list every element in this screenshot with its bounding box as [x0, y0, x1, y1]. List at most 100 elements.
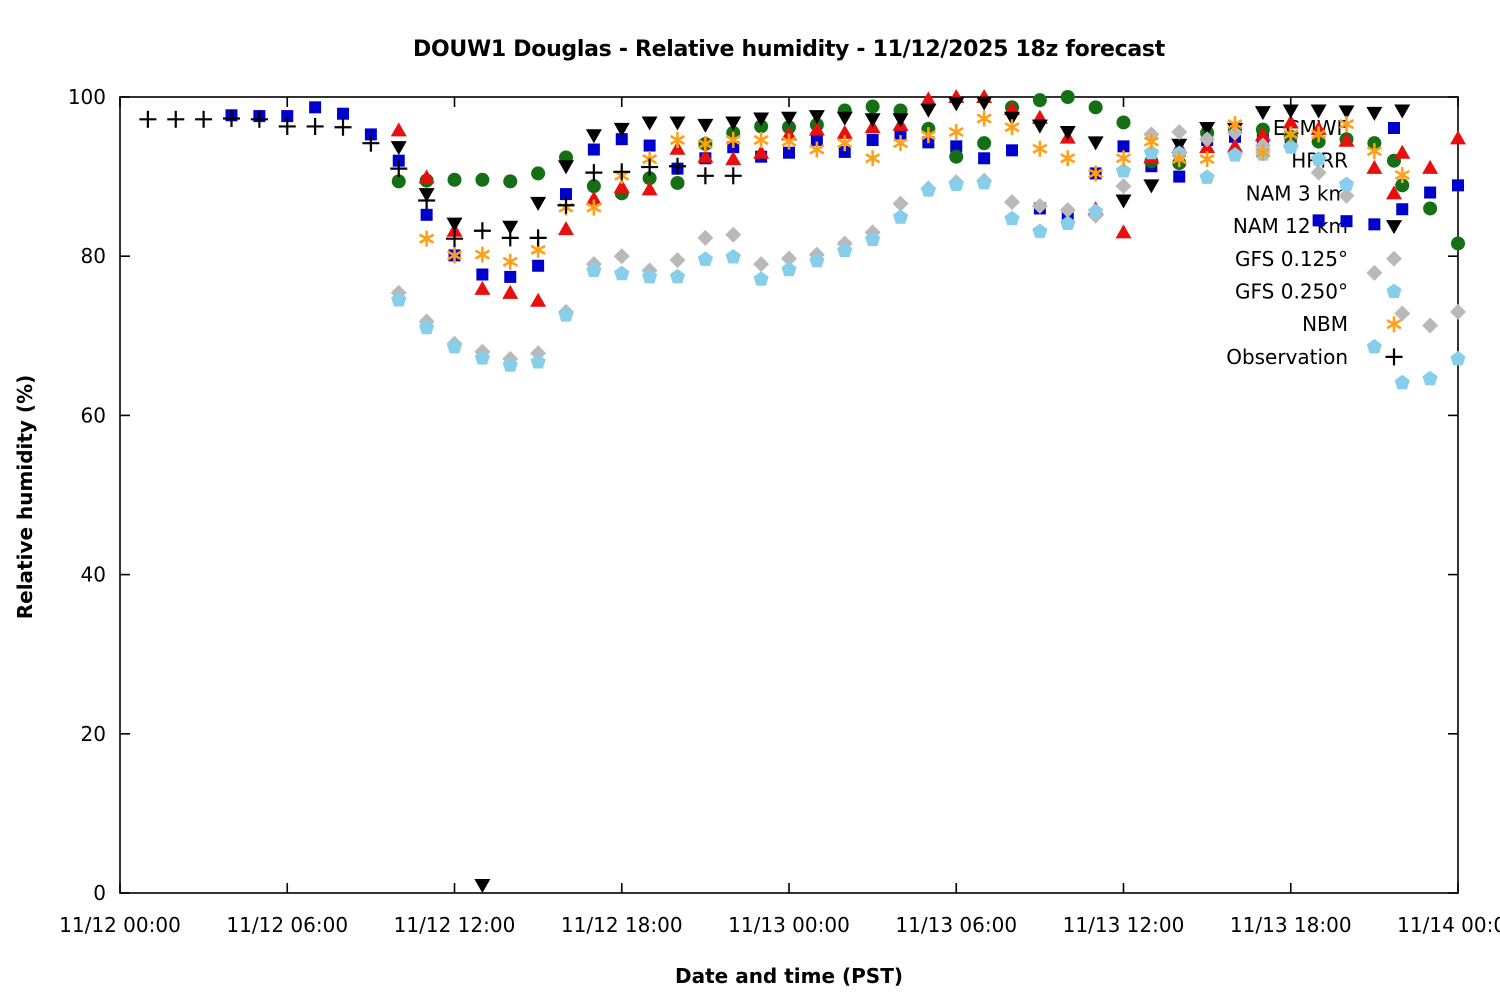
- point-nam-12-km: [697, 118, 714, 133]
- point-gfs-0-125: [1227, 124, 1243, 141]
- point-nam-3-km: [1394, 144, 1411, 159]
- point-ecmwf: [810, 133, 823, 146]
- point-nam-12-km: [390, 141, 407, 156]
- point-nbm: [1060, 153, 1076, 164]
- point-nam-12-km: [474, 879, 491, 894]
- point-nbm: [865, 153, 881, 164]
- point-nam-12-km: [1394, 104, 1411, 119]
- point-nam-12-km: [613, 122, 630, 137]
- x-tick-label: 11/13 00:00: [728, 913, 850, 937]
- point-ecmwf: [532, 259, 545, 272]
- legend-item-hrrr: HRRR: [1291, 149, 1401, 173]
- point-hrrr: [391, 174, 406, 189]
- point-gfs-0-125: [1310, 164, 1327, 181]
- x-tick-label: 11/12 12:00: [394, 913, 516, 937]
- point-gfs-0-250: [1060, 215, 1076, 230]
- point-nam-12-km: [1059, 126, 1076, 141]
- series-observation: [139, 109, 742, 248]
- point-nbm: [1199, 153, 1215, 165]
- y-tick-label: 100: [68, 85, 106, 109]
- point-ecmwf: [337, 107, 349, 120]
- point-nbm: [419, 233, 435, 244]
- point-hrrr: [586, 179, 601, 194]
- point-gfs-0-250: [1227, 147, 1243, 162]
- x-tick-label: 11/13 18:00: [1230, 913, 1352, 937]
- point-ecmwf: [1006, 144, 1018, 157]
- point-nam-3-km: [1450, 130, 1466, 145]
- point-nam-12-km: [1115, 194, 1132, 209]
- point-nbm: [1311, 129, 1327, 140]
- point-nam-12-km: [1004, 111, 1020, 126]
- point-gfs-0-250: [669, 268, 686, 284]
- point-nbm: [446, 250, 463, 261]
- point-nbm: [1366, 146, 1382, 157]
- point-gfs-0-250: [781, 261, 797, 277]
- legend-item-observation: Observation: [1226, 345, 1403, 369]
- point-gfs-0-250: [753, 271, 769, 286]
- point-nam-3-km: [920, 91, 937, 106]
- point-gfs-0-250: [1338, 176, 1355, 191]
- chart-title: DOUW1 Douglas - Relative humidity - 11/1…: [413, 37, 1166, 62]
- point-hrrr: [531, 166, 546, 181]
- point-hrrr: [475, 172, 490, 187]
- x-tick-label: 11/14 00:00: [1397, 913, 1500, 937]
- point-gfs-0-125: [753, 256, 770, 273]
- point-nam-3-km: [1422, 159, 1439, 174]
- point-nam-3-km: [530, 292, 547, 307]
- point-gfs-0-250: [391, 292, 407, 307]
- point-nbm: [837, 138, 853, 149]
- point-hrrr: [503, 174, 518, 189]
- legend-label-gfs-0-125: GFS 0.125°: [1235, 247, 1348, 271]
- point-gfs-0-250: [1422, 370, 1438, 386]
- point-hrrr: [949, 149, 964, 164]
- legend-item-gfs-0-250: GFS 0.250°: [1235, 280, 1402, 304]
- point-gfs-0-250: [1366, 338, 1382, 354]
- legend-marker-ecmwf-icon: [1388, 122, 1400, 134]
- point-gfs-0-250: [1032, 223, 1048, 238]
- point-gfs-0-250: [1199, 169, 1215, 184]
- point-gfs-0-250: [614, 265, 630, 281]
- point-gfs-0-125: [781, 250, 797, 267]
- point-gfs-0-250: [892, 209, 909, 224]
- point-nbm: [1088, 168, 1104, 179]
- legend-marker-nbm-icon: [1386, 319, 1402, 330]
- legend-marker-gfs-0-125-icon: [1386, 250, 1402, 267]
- point-nam-12-km: [446, 217, 463, 232]
- axes: 11/12 00:00 11/12 06:00 11/12 12:00 11/12 1…: [59, 85, 1500, 937]
- point-ecmwf: [1117, 140, 1130, 153]
- point-hrrr: [977, 136, 992, 151]
- point-gfs-0-250: [697, 251, 713, 266]
- point-nbm: [948, 126, 964, 138]
- point-gfs-0-125: [1115, 178, 1132, 195]
- point-nbm: [1227, 118, 1243, 130]
- point-nbm: [976, 113, 992, 124]
- point-hrrr: [447, 172, 462, 187]
- point-nam-3-km: [585, 190, 602, 205]
- point-nam-12-km: [753, 112, 770, 127]
- point-nam-12-km: [1199, 122, 1216, 137]
- point-gfs-0-250: [976, 175, 992, 190]
- point-gfs-0-250: [809, 253, 825, 268]
- point-nam-12-km: [585, 129, 602, 144]
- point-nam-3-km: [1115, 224, 1132, 239]
- point-hrrr: [1395, 178, 1410, 193]
- point-gfs-0-250: [530, 354, 546, 369]
- point-gfs-0-125: [1031, 198, 1048, 215]
- point-nam-3-km: [1282, 114, 1299, 129]
- point-gfs-0-250: [837, 242, 853, 258]
- point-nbm: [697, 138, 713, 150]
- point-gfs-0-250: [502, 357, 518, 372]
- point-gfs-0-125: [613, 248, 630, 265]
- point-nbm: [530, 244, 546, 255]
- point-ecmwf: [978, 152, 991, 165]
- point-nam-12-km: [808, 110, 825, 125]
- point-nbm: [753, 134, 769, 146]
- legend-marker-nam-12-km-icon: [1386, 220, 1402, 235]
- point-ecmwf: [364, 128, 377, 141]
- point-nam-12-km: [1031, 119, 1048, 134]
- point-nbm: [1338, 118, 1355, 130]
- point-hrrr: [1116, 115, 1131, 130]
- point-nam-12-km: [530, 196, 547, 211]
